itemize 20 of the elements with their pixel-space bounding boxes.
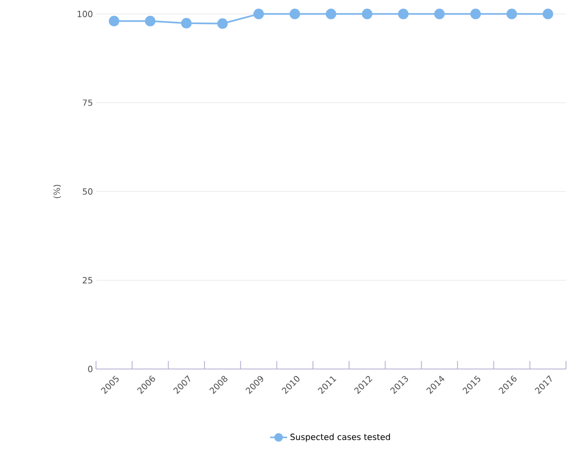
- y-tick-label: 75: [82, 100, 92, 106]
- point: [398, 8, 409, 20]
- y-tick-label: 25: [82, 277, 92, 284]
- point: [362, 8, 372, 20]
- point: [470, 8, 481, 20]
- point: [434, 8, 445, 20]
- point: [542, 8, 554, 20]
- point: [144, 16, 156, 26]
- y-tick-label: 50: [82, 188, 92, 195]
- y-axis-title: (%): [53, 184, 61, 198]
- point: [181, 18, 192, 29]
- point: [217, 18, 228, 29]
- point: [506, 8, 518, 20]
- point: [290, 8, 300, 20]
- point: [253, 8, 264, 20]
- point: [108, 16, 120, 26]
- point: [326, 8, 336, 20]
- legend-label: Suspected cases tested: [290, 434, 390, 442]
- y-tick-label: 0: [88, 366, 92, 372]
- y-tick-label: 100: [78, 10, 92, 18]
